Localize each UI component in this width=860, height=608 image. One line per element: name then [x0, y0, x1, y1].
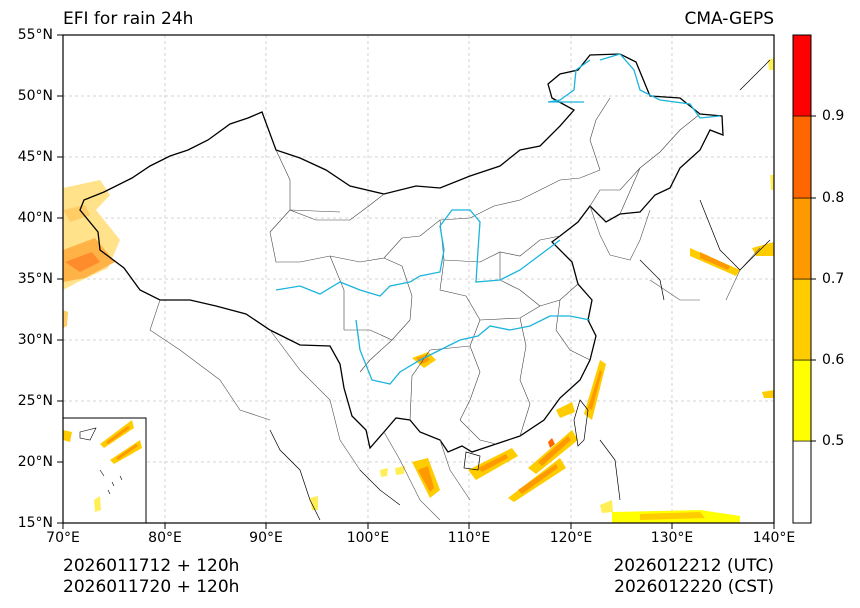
lon-label: 120°E	[549, 530, 593, 546]
lat-label: 30°N	[17, 332, 53, 348]
lat-label: 55°N	[17, 27, 53, 43]
inset-content	[63, 420, 142, 512]
lon-label: 80°E	[148, 530, 182, 546]
neighbor-borders	[149, 205, 761, 521]
valid-time-utc: 2026012212 (UTC)	[613, 556, 774, 576]
colorbar-label: 0.7	[822, 271, 845, 287]
lat-label: 40°N	[17, 210, 53, 226]
province-boundaries	[269, 97, 701, 445]
inset-map	[62, 417, 147, 524]
lon-label: 140°E	[752, 530, 796, 546]
valid-time-cst: 2026012220 (CST)	[614, 577, 774, 597]
lon-label: 130°E	[650, 530, 694, 546]
colorbar-label: 0.8	[822, 190, 845, 206]
china-border	[79, 53, 724, 453]
gridlines	[63, 35, 774, 523]
model-name: CMA-GEPS	[684, 9, 774, 29]
colorbar	[792, 34, 816, 524]
colorbar-segment-0	[792, 440, 812, 524]
efi-shading-south-china	[310, 58, 774, 523]
lon-label: 110°E	[447, 530, 491, 546]
init-time-block: 2026011712 + 120h 2026011720 + 120h	[63, 556, 239, 598]
colorbar-label: 0.6	[822, 352, 845, 368]
lon-label: 90°E	[249, 530, 283, 546]
colorbar-label: 0.5	[822, 433, 845, 449]
init-time-utc: 2026011712 + 120h	[63, 556, 240, 576]
lon-label: 100°E	[346, 530, 390, 546]
lon-label: 70°E	[46, 530, 80, 546]
colorbar-segment-5	[792, 34, 812, 117]
colorbar-label: 0.9	[822, 108, 845, 124]
colorbar-segment-3	[792, 197, 812, 280]
axis-ticks	[57, 34, 775, 529]
colorbar-segment-2	[792, 278, 812, 361]
lat-label: 35°N	[17, 271, 53, 287]
lat-label: 20°N	[17, 454, 53, 470]
lat-label: 25°N	[17, 393, 53, 409]
efi-shading-west-kashmir	[63, 180, 120, 328]
lat-label: 50°N	[17, 88, 53, 104]
rivers	[275, 53, 721, 385]
valid-time-block: 2026012212 (UTC) 2026012220 (CST)	[613, 556, 774, 598]
colorbar-segment-1	[792, 359, 812, 442]
init-time-cst: 2026011720 + 120h	[63, 577, 240, 597]
map-title: EFI for rain 24h	[63, 9, 194, 29]
coastlines	[269, 59, 771, 521]
colorbar-segment-4	[792, 115, 812, 199]
lat-label: 45°N	[17, 149, 53, 165]
lat-label: 15°N	[17, 515, 53, 531]
